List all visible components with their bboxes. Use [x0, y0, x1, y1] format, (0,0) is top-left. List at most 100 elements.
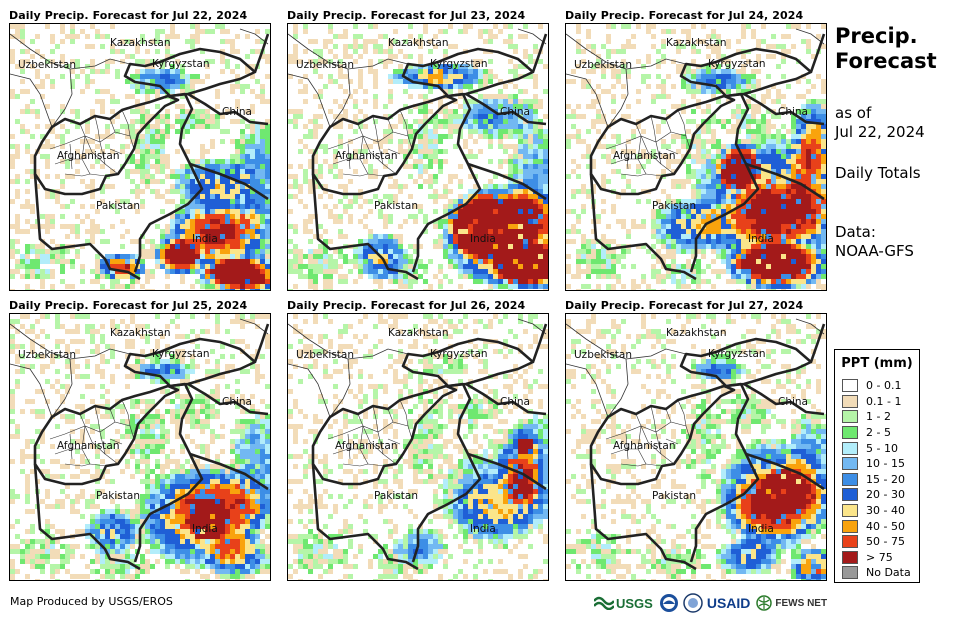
country-label-pakistan: Pakistan: [96, 490, 140, 502]
legend-item: 20 - 30: [835, 487, 919, 503]
legend-item: 0.1 - 1: [835, 394, 919, 410]
precip-map: Kazakhstan Uzbekistan Kyrgyzstan China Afgha…: [565, 23, 827, 291]
kyrgyzstan-border: [401, 337, 535, 388]
forecast-panel-jul-23: Daily Precip. Forecast for Jul 23, 2024 …: [287, 9, 549, 293]
country-label-uzbekistan: Uzbekistan: [296, 349, 354, 361]
country-boundaries: [566, 28, 825, 128]
country-label-afghanistan: Afghanistan: [613, 440, 676, 452]
legend-item: 30 - 40: [835, 503, 919, 519]
afghanistan-border: [33, 384, 180, 486]
legend-item: No Data: [835, 565, 919, 581]
kyrgyzstan-border: [123, 337, 257, 388]
legend-label: 15 - 20: [866, 472, 905, 486]
heading-line2: Forecast: [835, 49, 937, 73]
country-label-afghanistan: Afghanistan: [613, 150, 676, 162]
precip-map: Kazakhstan Uzbekistan Kyrgyzstan China Afgha…: [287, 23, 549, 291]
legend-item: 40 - 50: [835, 518, 919, 534]
heading-line1: Precip.: [835, 24, 918, 48]
afghanistan-border: [589, 94, 736, 196]
data-line1: Data:: [835, 223, 876, 241]
legend-item: 0 - 0.1: [835, 378, 919, 394]
country-label-uzbekistan: Uzbekistan: [296, 59, 354, 71]
pakistan-border: [311, 382, 482, 571]
province-boundaries: [605, 399, 691, 467]
country-label-afghanistan: Afghanistan: [57, 440, 120, 452]
precip-map: Kazakhstan Uzbekistan Kyrgyzstan China Afgha…: [9, 313, 271, 581]
legend-swatch: [842, 441, 858, 455]
panel-title: Daily Precip. Forecast for Jul 23, 2024: [287, 9, 526, 22]
country-label-china: China: [500, 106, 530, 118]
legend-swatch: [842, 394, 858, 408]
china-border: [465, 33, 548, 126]
fews-net-logo: FEWS NET: [756, 595, 827, 611]
country-label-uzbekistan: Uzbekistan: [18, 349, 76, 361]
legend-label: No Data: [866, 566, 911, 580]
country-label-china: China: [500, 396, 530, 408]
country-label-china: China: [222, 106, 252, 118]
afghanistan-border: [311, 384, 458, 486]
forecast-panel-jul-22: Daily Precip. Forecast for Jul 22, 2024 …: [9, 9, 271, 293]
legend-label: 2 - 5: [866, 426, 891, 440]
panel-title: Daily Precip. Forecast for Jul 25, 2024: [9, 299, 248, 312]
asof-line1: as of: [835, 104, 872, 122]
panel-title: Daily Precip. Forecast for Jul 22, 2024: [9, 9, 248, 22]
legend-item: 5 - 10: [835, 440, 919, 456]
legend-label: 40 - 50: [866, 519, 905, 533]
legend-swatch: [842, 504, 858, 518]
china-border: [743, 323, 826, 416]
panel-title: Daily Precip. Forecast for Jul 26, 2024: [287, 299, 526, 312]
legend-swatch: [842, 550, 858, 564]
usgs-text: USGS: [616, 595, 653, 611]
kyrgyzstan-border: [123, 47, 257, 98]
forecast-panel-jul-27: Daily Precip. Forecast for Jul 27, 2024 …: [565, 299, 827, 583]
country-boundaries: [10, 318, 269, 418]
country-label-afghanistan: Afghanistan: [335, 150, 398, 162]
india-border: [467, 162, 547, 201]
province-boundaries: [49, 399, 135, 467]
kyrgyzstan-border: [401, 47, 535, 98]
country-label-india: India: [748, 233, 774, 245]
legend-swatch: [842, 426, 858, 440]
legend-item: 15 - 20: [835, 472, 919, 488]
kyrgyzstan-border: [679, 47, 813, 98]
country-label-kyrgyzstan: Kyrgyzstan: [430, 58, 488, 70]
afghanistan-border: [589, 384, 736, 486]
precip-field: [288, 24, 548, 290]
map-credit: Map Produced by USGS/EROS: [10, 595, 173, 608]
country-label-china: China: [778, 106, 808, 118]
province-boundaries: [49, 109, 135, 177]
afghanistan-border: [33, 94, 180, 196]
country-boundaries: [288, 28, 547, 128]
pakistan-border: [589, 382, 760, 571]
country-label-kazakhstan: Kazakhstan: [110, 37, 171, 49]
legend-item: > 75: [835, 550, 919, 566]
legend-label: 0 - 0.1: [866, 379, 902, 393]
forecast-panel-jul-25: Daily Precip. Forecast for Jul 25, 2024 …: [9, 299, 271, 583]
asof-line2: Jul 22, 2024: [835, 123, 925, 141]
country-label-kazakhstan: Kazakhstan: [388, 37, 449, 49]
india-border: [467, 452, 547, 491]
legend-swatch: [842, 535, 858, 549]
country-label-uzbekistan: Uzbekistan: [574, 59, 632, 71]
country-label-afghanistan: Afghanistan: [335, 440, 398, 452]
country-label-afghanistan: Afghanistan: [57, 150, 120, 162]
doc-seal-icon: [683, 593, 703, 613]
country-label-kyrgyzstan: Kyrgyzstan: [708, 58, 766, 70]
india-border: [745, 162, 825, 201]
precip-map: Kazakhstan Uzbekistan Kyrgyzstan China Afgha…: [287, 313, 549, 581]
country-label-china: China: [222, 396, 252, 408]
noaa-seal-icon: [659, 594, 678, 612]
country-label-kyrgyzstan: Kyrgyzstan: [152, 348, 210, 360]
afghanistan-border: [311, 94, 458, 196]
country-label-india: India: [470, 523, 496, 535]
data-line2: NOAA-GFS: [835, 242, 914, 260]
china-border: [187, 33, 270, 126]
precip-map: Kazakhstan Uzbekistan Kyrgyzstan China Afgha…: [9, 23, 271, 291]
country-label-pakistan: Pakistan: [652, 200, 696, 212]
legend-item: 10 - 15: [835, 456, 919, 472]
province-boundaries: [605, 109, 691, 177]
legend-swatch: [842, 410, 858, 424]
country-label-pakistan: Pakistan: [374, 490, 418, 502]
pakistan-border: [589, 92, 760, 281]
legend-item: 1 - 2: [835, 409, 919, 425]
